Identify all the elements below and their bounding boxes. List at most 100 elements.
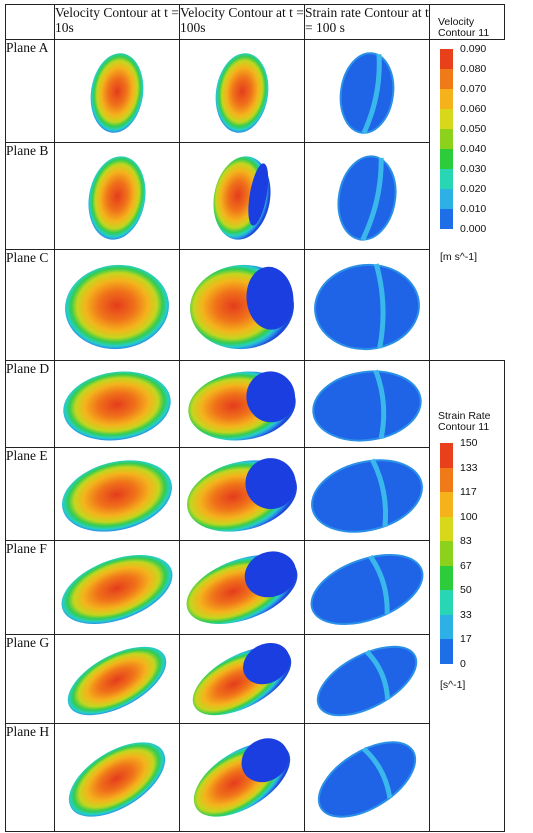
strain-100s-cell [304, 540, 430, 635]
contour-plot [68, 742, 166, 817]
strain-contour-shape [311, 459, 423, 533]
stagnant-zone-shape [245, 458, 296, 510]
colorbar-segment [440, 189, 453, 209]
shear-band-shape [368, 554, 390, 615]
velocity-contour-shape [65, 264, 169, 350]
velocity-10s-cell [54, 634, 180, 724]
contour-plot [314, 263, 420, 351]
velocity-contour-shape [215, 53, 269, 133]
contour-plot [62, 460, 172, 532]
colorbar-segment [440, 639, 453, 664]
header-velocity-100s: Velocity Contour at t = 100s [179, 4, 305, 40]
colorbar-tick-label: 0.010 [460, 203, 487, 215]
contour-plot [65, 264, 169, 350]
strain-100s-cell [304, 723, 430, 832]
colorbar-segment [440, 129, 453, 149]
strain-legend-unit: [s^-1] [440, 679, 466, 691]
contour-plot [310, 554, 424, 625]
corner-cell [5, 4, 55, 40]
colorbar-segment [440, 69, 453, 89]
velocity-100s-cell [179, 447, 305, 541]
plane-label: Plane E [5, 447, 55, 541]
velocity-contour-shape [68, 742, 166, 817]
velocity-contour-shape [62, 460, 172, 532]
strain-legend-title: Strain Rate Contour 11 [438, 410, 491, 433]
velocity-10s-cell [54, 540, 180, 635]
contour-plot [186, 551, 298, 624]
colorbar-segment [440, 169, 453, 189]
colorbar-tick-label: 0 [460, 657, 466, 670]
stagnant-zone-shape [241, 738, 289, 783]
header-velocity-10s: Velocity Contour at t = 10s [54, 4, 180, 40]
strain-contour-shape [314, 263, 420, 351]
contour-plot [188, 371, 296, 441]
velocity-100s-cell [179, 634, 305, 724]
contour-plot [192, 642, 292, 716]
plane-label: Plane F [5, 540, 55, 635]
strain-legend: Strain Rate Contour 11 150 133 117 100 83 67 5… [429, 360, 505, 832]
velocity-10s-cell [54, 447, 180, 541]
stagnant-zone-shape [246, 266, 294, 330]
shear-band-shape [364, 649, 391, 700]
velocity-10s-cell [54, 142, 180, 250]
strain-100s-cell [304, 634, 430, 724]
velocity-legend: Velocity Contour 11 0.090 0.080 0.070 0.060… [429, 4, 505, 263]
plane-label: Plane C [5, 249, 55, 361]
colorbar-segment [440, 614, 453, 639]
stagnant-zone-shape [246, 371, 296, 423]
contour-plot [317, 741, 417, 818]
stagnant-zone-shape [248, 163, 269, 226]
strain-100s-cell [304, 360, 430, 448]
contour-plot [63, 371, 171, 441]
strain-contour-shape [317, 741, 417, 818]
shear-band-shape [361, 54, 382, 135]
velocity-10s-cell [54, 249, 180, 361]
velocity-contour-shape [67, 646, 167, 716]
colorbar-tick-label: 117 [460, 486, 477, 498]
strain-contour-shape [312, 370, 422, 442]
strain-100s-cell [304, 447, 430, 541]
velocity-10s-cell [54, 39, 180, 143]
colorbar-segment [440, 541, 453, 566]
velocity-100s-cell [179, 723, 305, 832]
contour-plot [213, 156, 271, 240]
colorbar-tick-label: 0.080 [460, 63, 487, 75]
colorbar-segment [440, 565, 453, 590]
shear-band-shape [361, 746, 393, 799]
contour-plot [215, 53, 269, 133]
contour-plot [61, 555, 173, 624]
velocity-100s-cell [179, 540, 305, 635]
colorbar-tick-label: 0.070 [460, 83, 487, 95]
colorbar-segment [440, 149, 453, 169]
contour-plot [187, 458, 297, 532]
colorbar-segment [440, 89, 453, 109]
contour-plot [316, 645, 418, 717]
strain-contour-shape [310, 554, 424, 625]
contour-plot [90, 53, 144, 133]
plane-label: Plane G [5, 634, 55, 724]
velocity-100s-cell [179, 249, 305, 361]
strain-100s-cell [304, 142, 430, 250]
colorbar-tick-label: 133 [460, 461, 478, 474]
strain-100s-cell [304, 249, 430, 361]
colorbar-tick-label: 150 [460, 437, 478, 449]
velocity-100s-cell [179, 360, 305, 448]
velocity-contour-shape [90, 53, 144, 133]
plane-label: Plane A [5, 39, 55, 143]
plane-label: Plane D [5, 360, 55, 448]
velocity-100s-cell [179, 142, 305, 250]
colorbar-segment [440, 516, 453, 541]
contour-plot [311, 458, 423, 533]
colorbar-tick-label: 0.000 [460, 223, 487, 235]
colorbar-tick-label: 100 [460, 510, 478, 523]
colorbar-segment [440, 492, 453, 517]
velocity-10s-cell [54, 723, 180, 832]
strain-contour-shape [316, 645, 418, 717]
shear-band-shape [373, 369, 387, 439]
strain-100s-cell [304, 39, 430, 143]
velocity-10s-cell [54, 360, 180, 448]
shear-band-shape [373, 263, 386, 349]
contour-plot [190, 264, 294, 350]
contour-plot [337, 155, 397, 241]
velocity-contour-shape [63, 371, 171, 441]
